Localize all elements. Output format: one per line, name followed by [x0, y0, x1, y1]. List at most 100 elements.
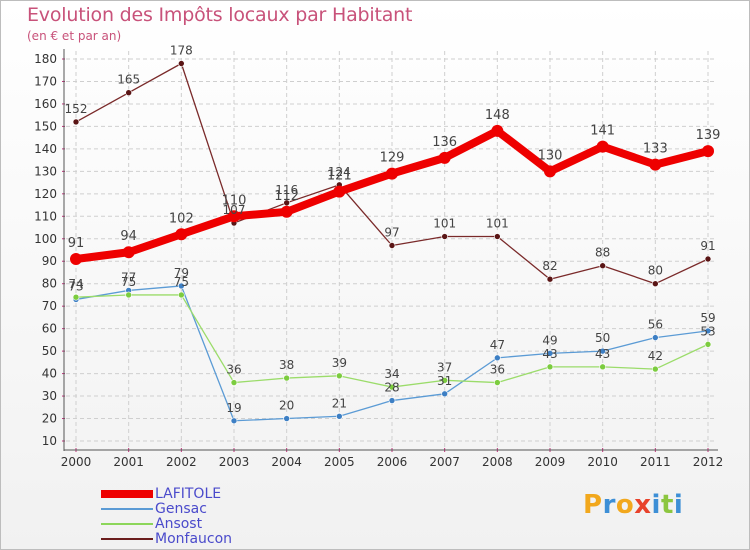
data-label-lafitole: 94: [120, 229, 137, 244]
legend-item-lafitole: LAFITOLE: [101, 487, 221, 501]
data-point-monfaucon: [72, 118, 80, 126]
data-point-monfaucon: [704, 255, 712, 263]
x-tick-label: 2002: [166, 455, 197, 469]
data-label-monfaucon: 107: [223, 203, 246, 217]
data-label-monfaucon: 91: [700, 239, 715, 253]
data-point-lafitole: [702, 145, 714, 158]
legend-label: Monfaucon: [155, 531, 233, 547]
data-point-lafitole: [175, 228, 188, 241]
data-label-monfaucon: 88: [595, 246, 610, 260]
logo-letter: r: [602, 490, 616, 520]
legend-swatch: [101, 508, 153, 510]
data-point-gensac: [283, 415, 290, 422]
data-label-lafitole: 121: [327, 169, 352, 184]
data-label-lafitole: 91: [68, 236, 85, 251]
data-point-monfaucon: [178, 60, 185, 67]
data-point-gensac: [652, 334, 659, 341]
data-label-monfaucon: 101: [433, 217, 456, 231]
data-label-lafitole: 130: [538, 148, 563, 163]
data-point-lafitole: [438, 151, 451, 164]
y-tick-label: 110: [34, 209, 57, 223]
data-label-gensac: 21: [332, 396, 347, 410]
data-label-ansost: 34: [384, 367, 399, 381]
y-tick-label: 180: [34, 52, 57, 66]
x-tick-label: 2001: [113, 455, 144, 469]
data-label-lafitole: 141: [590, 124, 615, 139]
y-tick-label: 80: [42, 277, 57, 291]
data-point-lafitole: [70, 252, 82, 265]
x-tick-label: 2007: [429, 455, 460, 469]
x-tick-label: 2005: [324, 455, 355, 469]
y-tick-label: 20: [42, 412, 57, 426]
data-label-ansost: 74: [68, 277, 83, 291]
data-label-gensac: 19: [226, 401, 241, 415]
data-label-gensac: 47: [490, 338, 505, 352]
data-label-lafitole: 136: [432, 135, 457, 150]
data-point-gensac: [336, 412, 343, 420]
legend-label: LAFITOLE: [155, 486, 222, 502]
x-tick-label: 2000: [61, 455, 92, 469]
data-label-lafitole: 133: [643, 142, 668, 157]
data-point-monfaucon: [125, 89, 132, 97]
y-tick-label: 120: [34, 187, 57, 201]
data-label-ansost: 36: [226, 363, 241, 377]
data-label-gensac: 49: [542, 333, 557, 347]
data-label-gensac: 31: [437, 374, 452, 388]
data-point-ansost: [178, 291, 185, 299]
data-point-lafitole: [280, 205, 293, 218]
logo-letter: i: [673, 490, 684, 520]
data-point-lafitole: [649, 158, 662, 171]
data-label-monfaucon: 97: [384, 226, 399, 240]
data-label-ansost: 43: [595, 347, 610, 361]
y-tick-label: 60: [42, 322, 57, 336]
data-label-lafitole: 102: [169, 211, 194, 226]
data-label-gensac: 73: [68, 279, 83, 293]
logo-letter: x: [634, 490, 652, 520]
axes: 10 20 30 40 50 60 70 80 90 100 110 120 130 140 150 160 1…: [34, 49, 723, 469]
data-point-ansost: [494, 379, 501, 386]
data-point-ansost: [599, 363, 606, 371]
y-tick-label: 90: [42, 254, 57, 268]
data-point-ansost: [441, 377, 448, 384]
data-label-monfaucon: 124: [328, 165, 351, 179]
x-tick-label: 2010: [587, 455, 618, 469]
x-tick-label: 2011: [640, 455, 671, 469]
data-label-ansost: 38: [279, 358, 294, 372]
x-tick-label: 2006: [377, 455, 408, 469]
data-point-lafitole: [333, 185, 346, 198]
chart-subtitle: (en € et par an): [27, 29, 122, 43]
data-point-ansost: [72, 293, 80, 301]
x-tick-label: 2008: [482, 455, 513, 469]
logo-letter: t: [660, 490, 674, 520]
data-point-monfaucon: [652, 280, 659, 288]
data-point-lafitole: [596, 140, 609, 153]
data-point-gensac: [441, 390, 448, 398]
data-point-gensac: [230, 417, 238, 425]
data-label-ansost: 53: [700, 324, 715, 338]
y-tick-label: 150: [34, 119, 57, 133]
data-point-monfaucon: [441, 233, 448, 240]
legend-item-gensac: Gensac: [101, 502, 207, 516]
logo-letter: P: [583, 490, 603, 520]
legend-item-ansost: Ansost: [101, 517, 202, 531]
data-point-gensac: [704, 327, 712, 335]
data-label-monfaucon: 116: [275, 183, 298, 197]
data-label-lafitole: 112: [274, 189, 299, 204]
data-point-ansost: [283, 374, 290, 382]
series-layer: [70, 60, 714, 425]
proxiti-logo: Proxiti: [583, 490, 683, 520]
data-label-gensac: 20: [279, 399, 294, 413]
data-point-ansost: [546, 363, 554, 371]
data-point-ansost: [230, 379, 238, 386]
legend-swatch: [101, 538, 153, 540]
data-point-gensac: [178, 282, 185, 290]
data-point-lafitole: [228, 210, 240, 223]
data-point-monfaucon: [388, 242, 396, 249]
data-label-lafitole: 148: [485, 108, 510, 123]
y-tick-label: 40: [42, 367, 57, 381]
y-tick-label: 130: [34, 164, 57, 178]
y-tick-label: 160: [34, 97, 57, 111]
data-point-gensac: [494, 354, 501, 362]
data-label-ansost: 75: [174, 275, 189, 289]
